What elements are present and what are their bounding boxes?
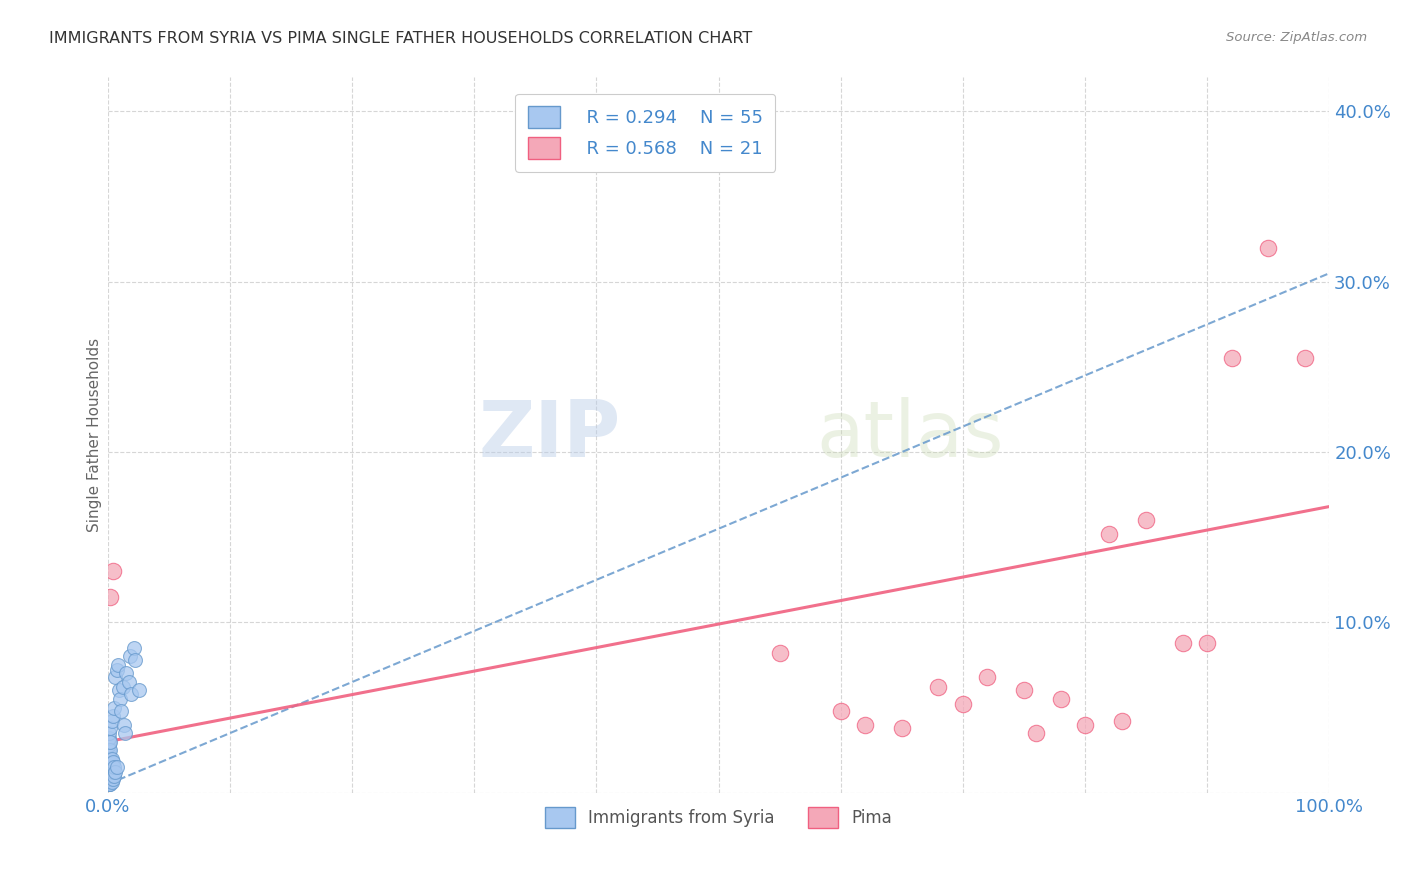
Point bbox=[122, 640, 145, 655]
Point bbox=[1012, 683, 1035, 698]
Point bbox=[103, 760, 125, 774]
Point bbox=[1294, 351, 1316, 366]
Point bbox=[890, 721, 912, 735]
Point bbox=[101, 709, 124, 723]
Point bbox=[104, 670, 127, 684]
Point bbox=[105, 760, 128, 774]
Point bbox=[100, 777, 122, 791]
Point bbox=[1049, 692, 1071, 706]
Point bbox=[1171, 636, 1194, 650]
Point bbox=[853, 717, 876, 731]
Point bbox=[98, 726, 121, 740]
Point bbox=[101, 755, 124, 769]
Text: ZIP: ZIP bbox=[478, 397, 621, 473]
Point bbox=[107, 657, 129, 672]
Point bbox=[108, 683, 131, 698]
Point bbox=[100, 772, 122, 786]
Point bbox=[112, 717, 135, 731]
Legend: Immigrants from Syria, Pima: Immigrants from Syria, Pima bbox=[538, 801, 898, 834]
Point bbox=[103, 769, 125, 783]
Point bbox=[98, 743, 121, 757]
Point bbox=[769, 646, 792, 660]
Point bbox=[1197, 636, 1219, 650]
Point bbox=[114, 726, 136, 740]
Point bbox=[1025, 726, 1047, 740]
Point bbox=[118, 675, 141, 690]
Text: IMMIGRANTS FROM SYRIA VS PIMA SINGLE FATHER HOUSEHOLDS CORRELATION CHART: IMMIGRANTS FROM SYRIA VS PIMA SINGLE FAT… bbox=[49, 31, 752, 46]
Point bbox=[101, 564, 124, 578]
Point bbox=[100, 721, 122, 735]
Point bbox=[1111, 714, 1133, 728]
Point bbox=[98, 777, 121, 791]
Point bbox=[111, 680, 134, 694]
Point bbox=[100, 751, 122, 765]
Point bbox=[100, 760, 122, 774]
Point bbox=[976, 670, 998, 684]
Point bbox=[118, 649, 141, 664]
Point bbox=[98, 773, 121, 788]
Y-axis label: Single Father Households: Single Father Households bbox=[87, 338, 101, 533]
Point bbox=[100, 743, 122, 757]
Point bbox=[101, 772, 124, 786]
Point bbox=[124, 653, 146, 667]
Point bbox=[100, 760, 122, 774]
Point bbox=[952, 697, 974, 711]
Point bbox=[98, 775, 121, 789]
Point bbox=[104, 765, 127, 780]
Point bbox=[110, 704, 132, 718]
Point bbox=[98, 765, 121, 780]
Point bbox=[98, 777, 121, 791]
Point bbox=[98, 772, 121, 786]
Point bbox=[98, 734, 121, 748]
Point bbox=[1074, 717, 1097, 731]
Point bbox=[103, 700, 125, 714]
Point bbox=[1257, 241, 1279, 255]
Point bbox=[98, 760, 121, 774]
Point bbox=[1098, 526, 1121, 541]
Point bbox=[1135, 513, 1157, 527]
Point bbox=[100, 734, 122, 748]
Point bbox=[98, 738, 121, 752]
Point bbox=[120, 687, 142, 701]
Point bbox=[100, 775, 122, 789]
Point bbox=[98, 731, 121, 746]
Point bbox=[128, 683, 150, 698]
Text: atlas: atlas bbox=[817, 397, 1004, 473]
Point bbox=[115, 666, 138, 681]
Point bbox=[1220, 351, 1243, 366]
Point bbox=[98, 751, 121, 765]
Point bbox=[98, 777, 121, 791]
Point bbox=[98, 748, 121, 763]
Point bbox=[101, 765, 124, 780]
Point bbox=[830, 704, 852, 718]
Point bbox=[98, 755, 121, 769]
Text: Source: ZipAtlas.com: Source: ZipAtlas.com bbox=[1226, 31, 1367, 45]
Point bbox=[100, 751, 122, 765]
Point bbox=[98, 769, 121, 783]
Point bbox=[100, 769, 122, 783]
Point bbox=[100, 590, 122, 604]
Point bbox=[100, 714, 122, 728]
Point bbox=[105, 663, 128, 677]
Point bbox=[927, 680, 949, 694]
Point bbox=[100, 769, 122, 783]
Point bbox=[108, 692, 131, 706]
